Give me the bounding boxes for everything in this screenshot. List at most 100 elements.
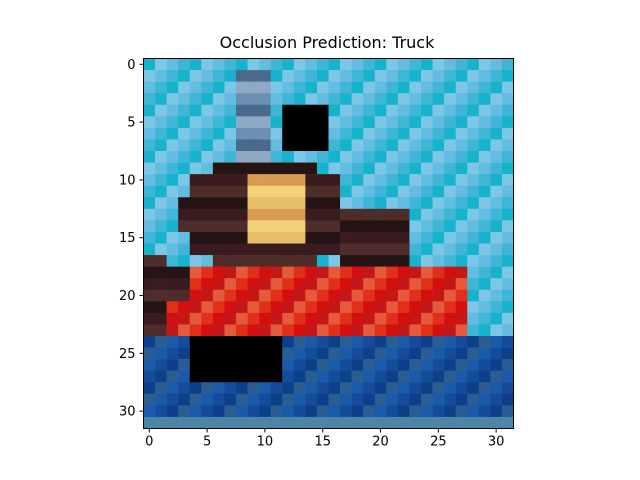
image-pixel xyxy=(363,405,376,418)
image-pixel xyxy=(432,278,445,291)
image-pixel xyxy=(224,185,237,198)
image-pixel xyxy=(409,127,422,140)
image-pixel xyxy=(374,312,387,325)
image-pixel xyxy=(490,70,503,82)
image-pixel xyxy=(282,347,295,360)
y-tick-label: 15 xyxy=(119,231,136,246)
image-pixel xyxy=(270,81,283,94)
image-pixel xyxy=(409,405,422,418)
image-pixel xyxy=(409,139,422,152)
image-pixel xyxy=(409,255,422,267)
image-pixel xyxy=(270,243,283,256)
image-pixel xyxy=(351,393,364,406)
image-pixel xyxy=(397,312,410,325)
image-pixel xyxy=(397,347,410,360)
image-pixel xyxy=(189,324,202,337)
image-pixel xyxy=(478,336,491,348)
image-pixel xyxy=(363,347,376,360)
image-pixel xyxy=(374,70,387,82)
image-pixel xyxy=(178,197,191,210)
image-pixel xyxy=(328,58,341,71)
image-pixel xyxy=(282,278,295,291)
image-pixel xyxy=(501,116,514,129)
image-pixel xyxy=(386,139,399,152)
image-pixel xyxy=(224,312,237,325)
image-pixel xyxy=(409,162,422,175)
image-pixel xyxy=(351,151,364,163)
image-pixel xyxy=(501,359,514,371)
image-pixel xyxy=(143,359,156,371)
image-pixel xyxy=(328,255,341,267)
image-pixel xyxy=(432,266,445,279)
image-pixel xyxy=(478,116,491,129)
image-pixel xyxy=(501,382,514,395)
image-pixel xyxy=(340,312,352,325)
image-pixel xyxy=(409,289,422,302)
image-pixel xyxy=(421,116,433,129)
image-pixel xyxy=(143,231,156,244)
image-pixel xyxy=(501,127,514,140)
image-pixel xyxy=(328,81,341,94)
image-pixel xyxy=(155,289,167,302)
image-pixel xyxy=(478,289,491,302)
image-pixel xyxy=(478,405,491,418)
image-pixel xyxy=(351,197,364,210)
image-pixel xyxy=(478,104,491,117)
image-pixel xyxy=(201,174,214,186)
image-pixel xyxy=(293,416,306,429)
image-pixel xyxy=(444,312,456,325)
image-pixel xyxy=(178,393,191,406)
image-pixel xyxy=(293,336,306,348)
image-pixel xyxy=(316,243,329,256)
image-pixel xyxy=(166,347,179,360)
image-pixel xyxy=(166,70,179,82)
image-pixel xyxy=(282,185,295,198)
image-pixel xyxy=(212,312,225,325)
image-pixel xyxy=(189,162,202,175)
image-pixel xyxy=(189,243,202,256)
image-pixel xyxy=(328,70,341,82)
image-pixel xyxy=(189,81,202,94)
image-pixel xyxy=(490,162,503,175)
image-pixel xyxy=(236,93,248,106)
image-pixel xyxy=(478,255,491,267)
image-pixel xyxy=(501,93,514,106)
image-pixel xyxy=(305,70,318,82)
image-pixel xyxy=(305,289,318,302)
image-pixel xyxy=(201,393,214,406)
image-pixel xyxy=(178,151,191,163)
image-pixel xyxy=(340,416,352,429)
image-pixel xyxy=(259,243,271,256)
image-pixel xyxy=(501,336,514,348)
image-pixel xyxy=(247,312,260,325)
image-pixel xyxy=(316,151,329,163)
image-pixel xyxy=(351,289,364,302)
image-pixel xyxy=(224,116,237,129)
image-pixel xyxy=(201,70,214,82)
image-pixel xyxy=(293,185,306,198)
image-pixel xyxy=(351,220,364,233)
image-pixel xyxy=(490,266,503,279)
image-pixel xyxy=(247,58,260,71)
image-pixel xyxy=(155,301,167,314)
image-pixel xyxy=(490,174,503,186)
image-pixel xyxy=(316,370,329,383)
image-pixel xyxy=(143,301,156,314)
image-pixel xyxy=(189,405,202,418)
image-pixel xyxy=(201,58,214,71)
image-pixel xyxy=(224,278,237,291)
image-pixel xyxy=(444,185,456,198)
image-pixel xyxy=(432,347,445,360)
image-pixel xyxy=(501,162,514,175)
image-pixel xyxy=(155,197,167,210)
image-pixel xyxy=(351,336,364,348)
image-pixel xyxy=(351,185,364,198)
image-pixel xyxy=(201,289,214,302)
image-pixel xyxy=(490,416,503,429)
image-pixel xyxy=(363,266,376,279)
image-pixel xyxy=(166,174,179,186)
image-pixel xyxy=(247,127,260,140)
image-pixel xyxy=(189,312,202,325)
image-pixel xyxy=(455,336,468,348)
image-pixel xyxy=(316,93,329,106)
